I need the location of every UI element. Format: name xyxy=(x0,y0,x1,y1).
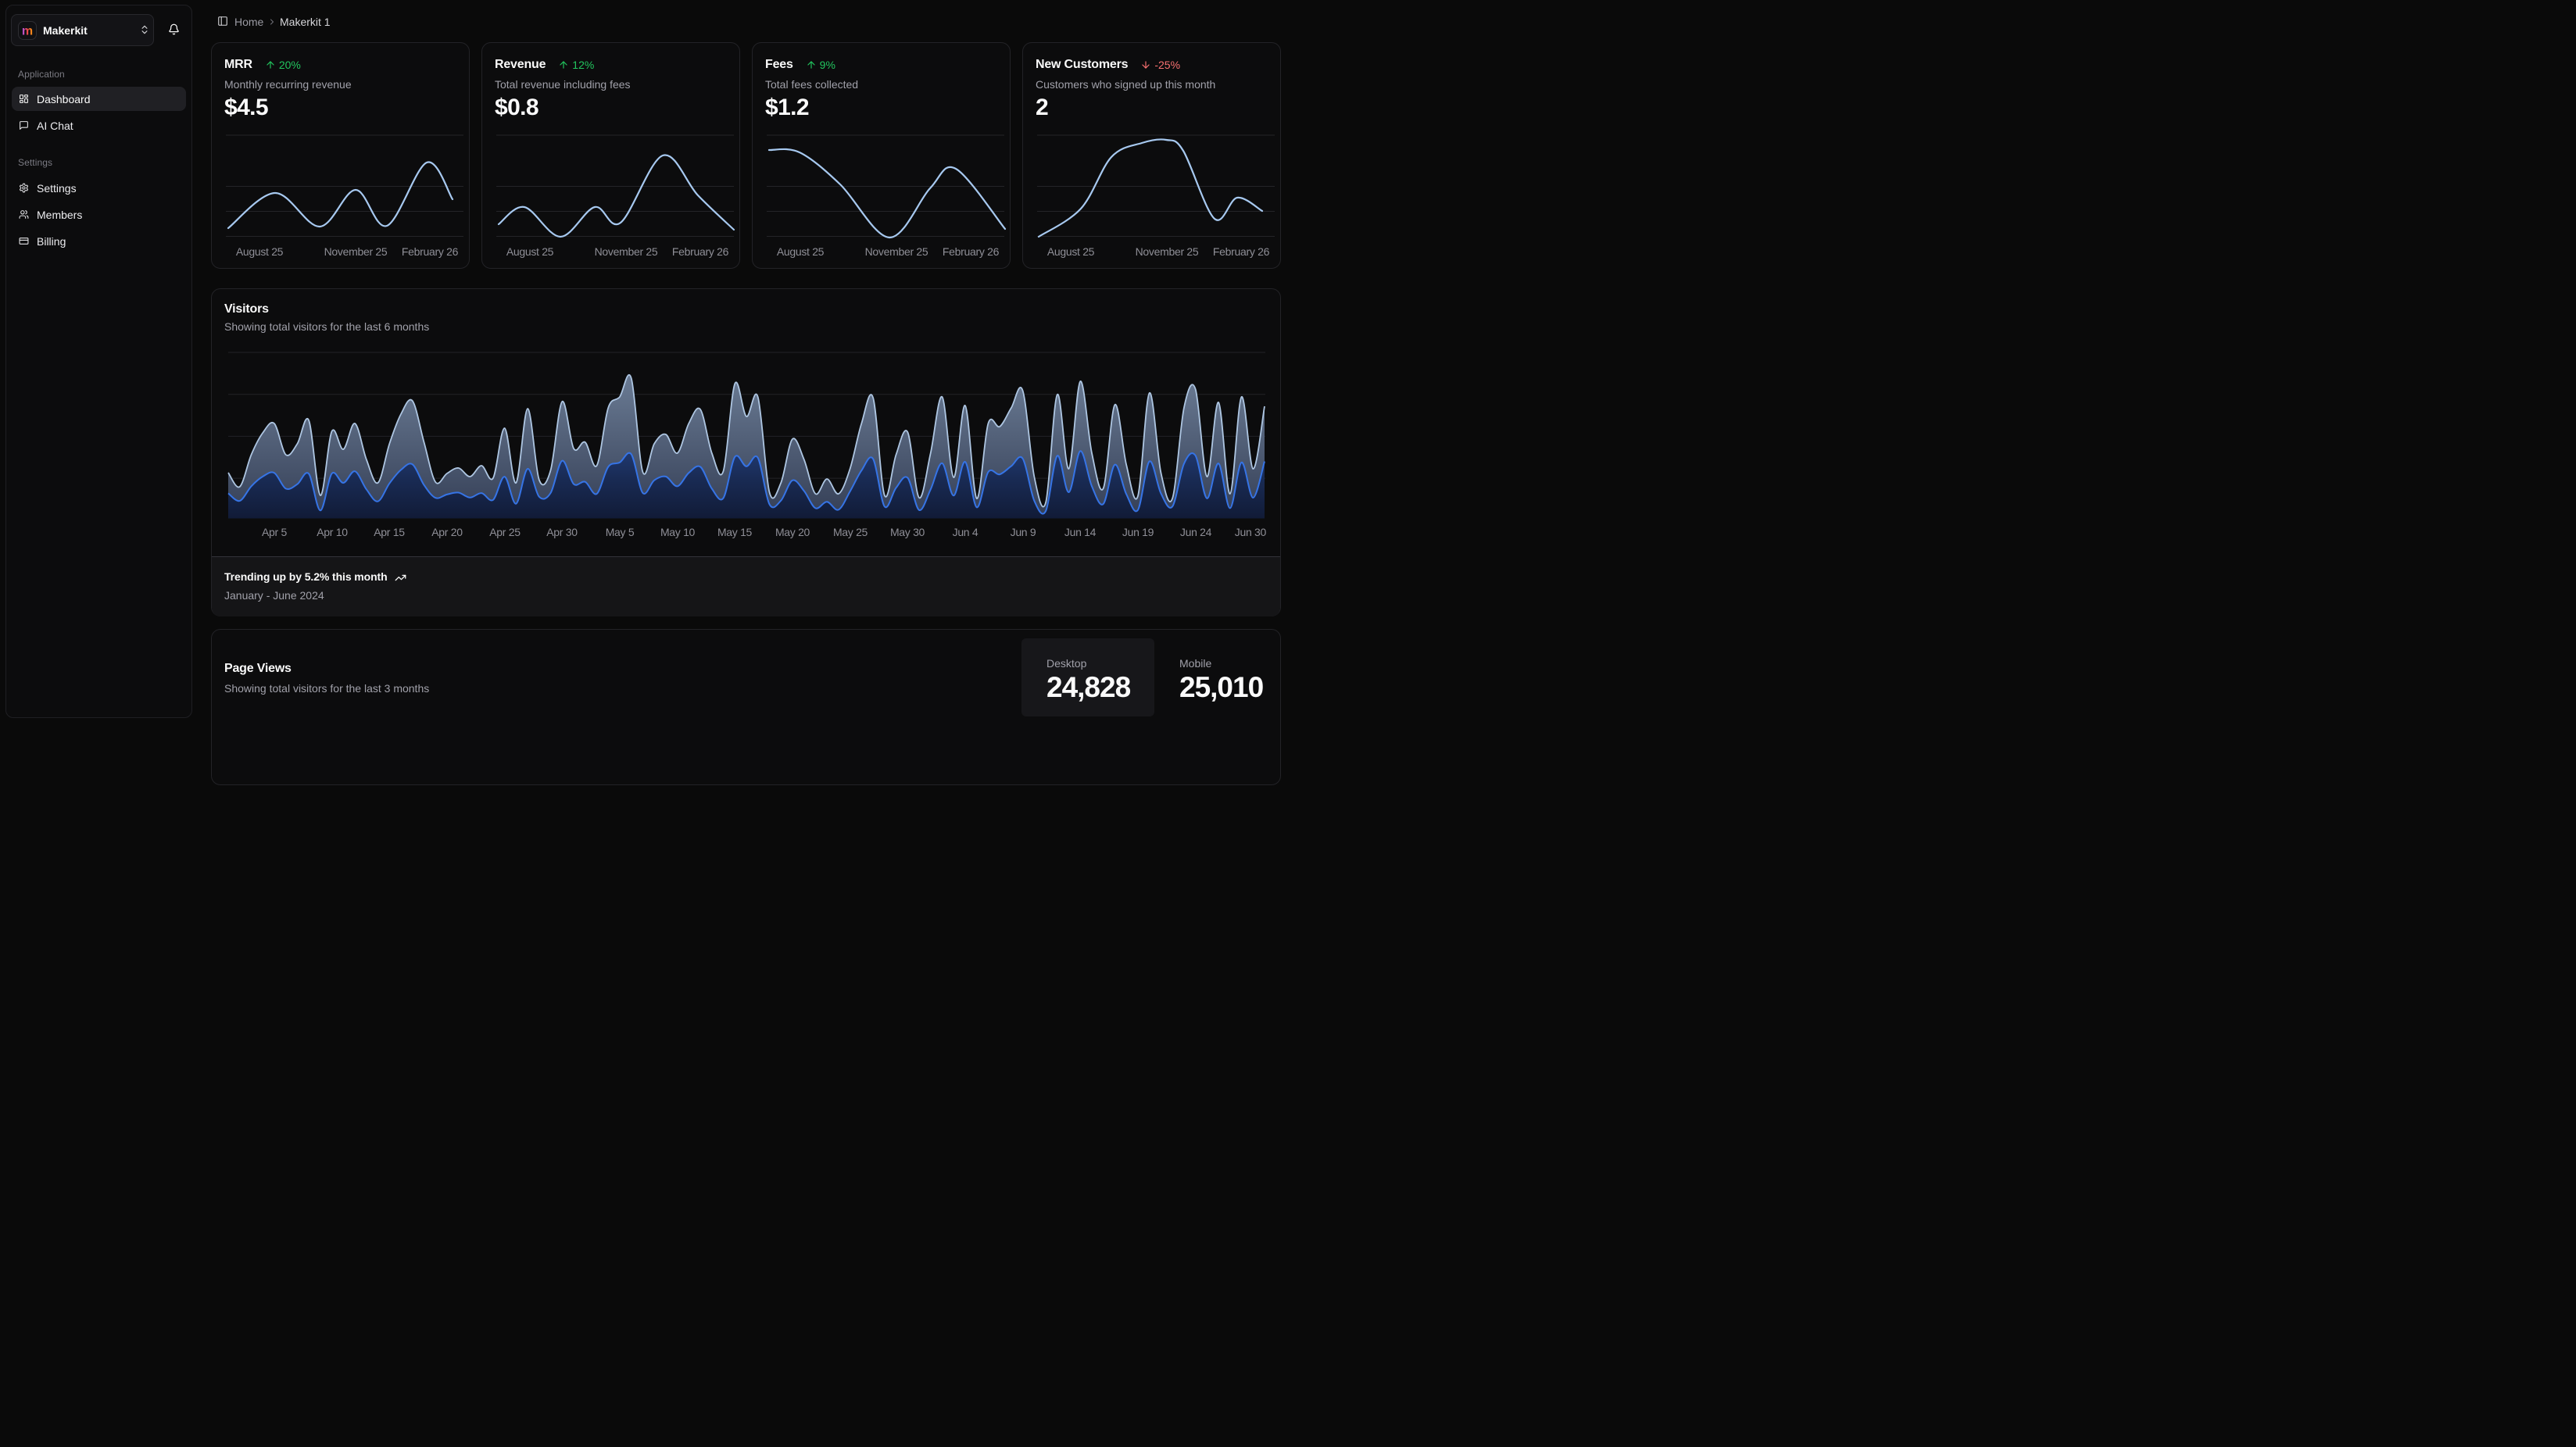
svg-text:m: m xyxy=(22,25,33,38)
